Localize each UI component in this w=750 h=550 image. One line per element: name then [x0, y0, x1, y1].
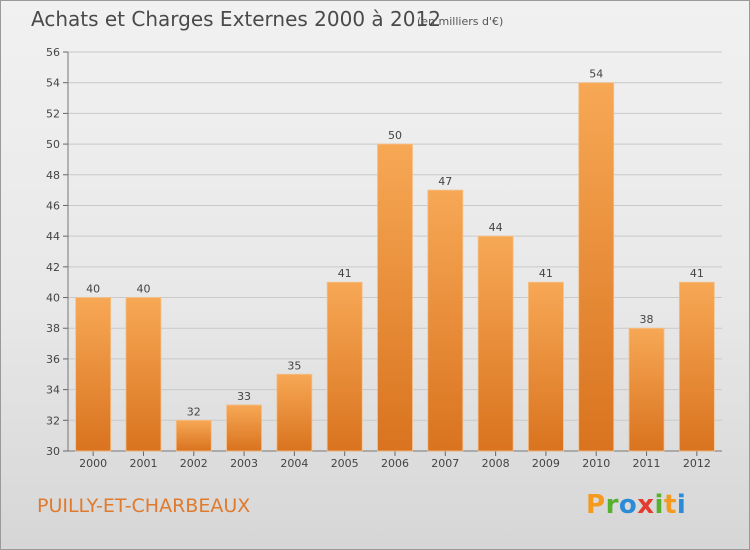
x-tick-label: 2008 [482, 457, 510, 470]
commune-name: PUILLY-ET-CHARBEAUX [37, 495, 251, 517]
y-tick-label: 40 [46, 292, 60, 305]
x-tick-label: 2010 [582, 457, 610, 470]
bar [75, 297, 112, 452]
bar [427, 189, 464, 452]
bar [377, 143, 413, 452]
x-tick-label: 2009 [532, 457, 560, 470]
x-tick-label: 2002 [180, 457, 208, 470]
y-tick-label: 52 [46, 107, 60, 120]
data-label: 35 [287, 359, 301, 372]
bar [226, 404, 262, 452]
y-tick-label: 32 [46, 414, 60, 427]
y-tick-label: 44 [46, 230, 60, 243]
data-label: 41 [338, 267, 352, 280]
data-label: 40 [136, 283, 150, 296]
x-tick-label: 2007 [431, 457, 459, 470]
data-label: 50 [388, 129, 402, 142]
bar [528, 281, 564, 452]
bar [125, 297, 162, 452]
data-label: 44 [489, 221, 503, 234]
y-tick-label: 42 [46, 261, 60, 274]
y-tick-label: 36 [46, 353, 60, 366]
y-tick-label: 48 [46, 169, 60, 182]
y-tick-label: 54 [46, 77, 60, 90]
data-label: 54 [589, 68, 603, 81]
data-label: 47 [438, 175, 452, 188]
x-tick-label: 2011 [633, 457, 661, 470]
chart-subtitle: (en milliers d'€) [417, 15, 504, 28]
data-label: 40 [86, 283, 100, 296]
y-tick-label: 38 [46, 322, 60, 335]
data-label: 32 [187, 405, 201, 418]
y-tick-label: 56 [46, 46, 60, 59]
chart-title: Achats et Charges Externes 2000 à 2012 [31, 7, 441, 31]
data-label: 38 [640, 313, 654, 326]
data-label: 41 [539, 267, 553, 280]
bar [276, 373, 313, 452]
x-tick-label: 2003 [230, 457, 258, 470]
bar-chart: 30 32 34 36 38 40 42 44 46 48 50 52 54 56 2000 2001 2002… [46, 46, 722, 470]
y-tick-label: 46 [46, 199, 60, 212]
data-label: 33 [237, 390, 251, 403]
bar [326, 281, 363, 452]
bar [678, 281, 715, 452]
x-tick-label: 2006 [381, 457, 409, 470]
x-tick-label: 2001 [129, 457, 157, 470]
x-tick-label: 2000 [79, 457, 107, 470]
y-tick-label: 30 [46, 445, 60, 458]
bar [477, 235, 514, 452]
bar [175, 419, 212, 452]
data-label: 41 [690, 267, 704, 280]
axes: 30 32 34 36 38 40 42 44 46 48 50 52 54 56 2000 2001 2002… [46, 46, 722, 470]
bars [75, 82, 715, 452]
x-tick-label: 2004 [280, 457, 308, 470]
bar [628, 327, 665, 452]
y-tick-label: 34 [46, 384, 60, 397]
x-tick-label: 2005 [331, 457, 359, 470]
y-tick-label: 50 [46, 138, 60, 151]
bar [578, 82, 615, 452]
proxiti-logo[interactable]: Proxiti [586, 490, 687, 520]
data-labels: 40 40 32 33 35 41 50 47 44 41 54 38 41 [86, 68, 704, 419]
x-tick-label: 2012 [683, 457, 711, 470]
